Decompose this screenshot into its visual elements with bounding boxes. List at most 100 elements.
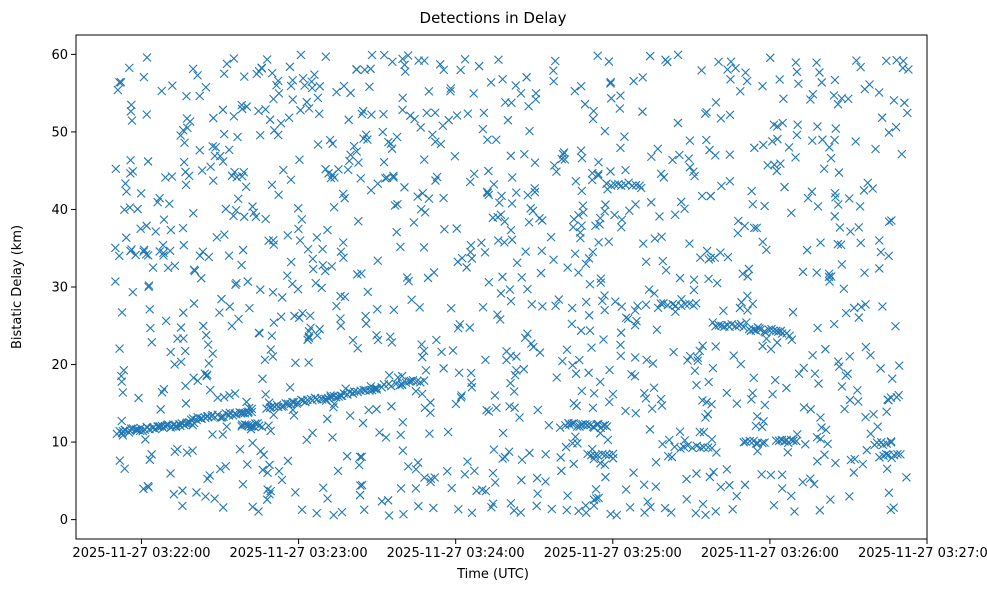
data-point (357, 452, 367, 462)
data-point (813, 201, 823, 211)
data-point (837, 93, 847, 103)
data-point (709, 467, 718, 477)
data-point (511, 81, 521, 90)
data-point (323, 225, 332, 235)
data-point (237, 171, 247, 181)
data-point (591, 484, 601, 494)
data-point (425, 429, 434, 438)
data-point (296, 105, 305, 115)
data-point (305, 311, 315, 321)
data-point (118, 388, 128, 397)
data-point (527, 299, 537, 309)
data-point (483, 135, 492, 145)
data-point (601, 472, 610, 482)
data-point (277, 475, 287, 485)
data-point (415, 303, 425, 312)
data-point (500, 217, 510, 226)
data-point (530, 184, 540, 193)
data-point (379, 157, 389, 167)
data-point (831, 458, 840, 468)
data-point (500, 452, 510, 462)
data-point (874, 264, 884, 273)
data-point (352, 147, 362, 156)
data-point (530, 187, 540, 197)
data-point (807, 136, 817, 146)
data-point (680, 204, 689, 214)
data-point (336, 247, 346, 257)
data-point (419, 242, 429, 252)
data-point (283, 456, 293, 466)
data-point (210, 494, 220, 503)
data-point (122, 187, 131, 196)
data-point (689, 275, 699, 285)
data-point (288, 75, 298, 85)
data-point (411, 484, 421, 493)
data-point (512, 258, 522, 268)
data-point (313, 140, 323, 149)
data-point (684, 154, 694, 163)
data-point (535, 348, 545, 357)
data-point (157, 86, 167, 96)
data-point (583, 420, 592, 430)
data-point (419, 56, 429, 66)
data-point (567, 319, 577, 329)
data-point (752, 223, 762, 233)
data-point (413, 501, 423, 511)
data-point (641, 257, 651, 267)
data-point (726, 57, 736, 67)
data-point (189, 265, 199, 275)
data-point (699, 427, 709, 437)
data-point (758, 140, 768, 150)
data-point (753, 446, 762, 456)
data-point (328, 433, 337, 442)
data-point (136, 224, 146, 234)
data-point (725, 150, 735, 160)
data-point (509, 506, 519, 515)
data-point (651, 457, 661, 467)
data-point (478, 302, 488, 312)
data-point (658, 256, 668, 266)
data-point (605, 365, 614, 375)
data-point (507, 173, 517, 182)
data-point (488, 499, 498, 509)
data-point (747, 186, 757, 196)
data-point (834, 362, 844, 372)
data-point (830, 75, 840, 85)
data-point (339, 253, 348, 263)
data-point (181, 381, 190, 391)
data-point (803, 193, 813, 203)
data-point (224, 411, 234, 420)
data-point (593, 171, 603, 181)
data-point (629, 76, 639, 86)
data-point (283, 230, 293, 240)
data-point (504, 447, 514, 457)
data-point (655, 212, 664, 221)
data-point (121, 179, 130, 188)
data-point (235, 444, 245, 454)
data-point (126, 155, 135, 165)
data-point (439, 193, 448, 203)
data-point (353, 343, 363, 353)
data-point (336, 391, 346, 401)
data-point (572, 401, 582, 411)
data-point (878, 302, 887, 311)
data-point (244, 403, 254, 413)
data-point (859, 186, 869, 195)
data-point (484, 407, 494, 416)
data-point (615, 104, 625, 113)
data-point (439, 65, 449, 75)
data-point (524, 101, 533, 111)
data-point (273, 130, 283, 140)
data-point (329, 202, 339, 212)
data-point (221, 204, 231, 214)
data-point (568, 360, 577, 370)
data-point (470, 466, 479, 476)
data-point (884, 128, 894, 137)
data-point (610, 210, 619, 220)
data-point (239, 212, 249, 222)
data-point (395, 380, 405, 390)
data-point (732, 399, 742, 409)
data-point (523, 329, 532, 339)
data-point (176, 131, 186, 140)
